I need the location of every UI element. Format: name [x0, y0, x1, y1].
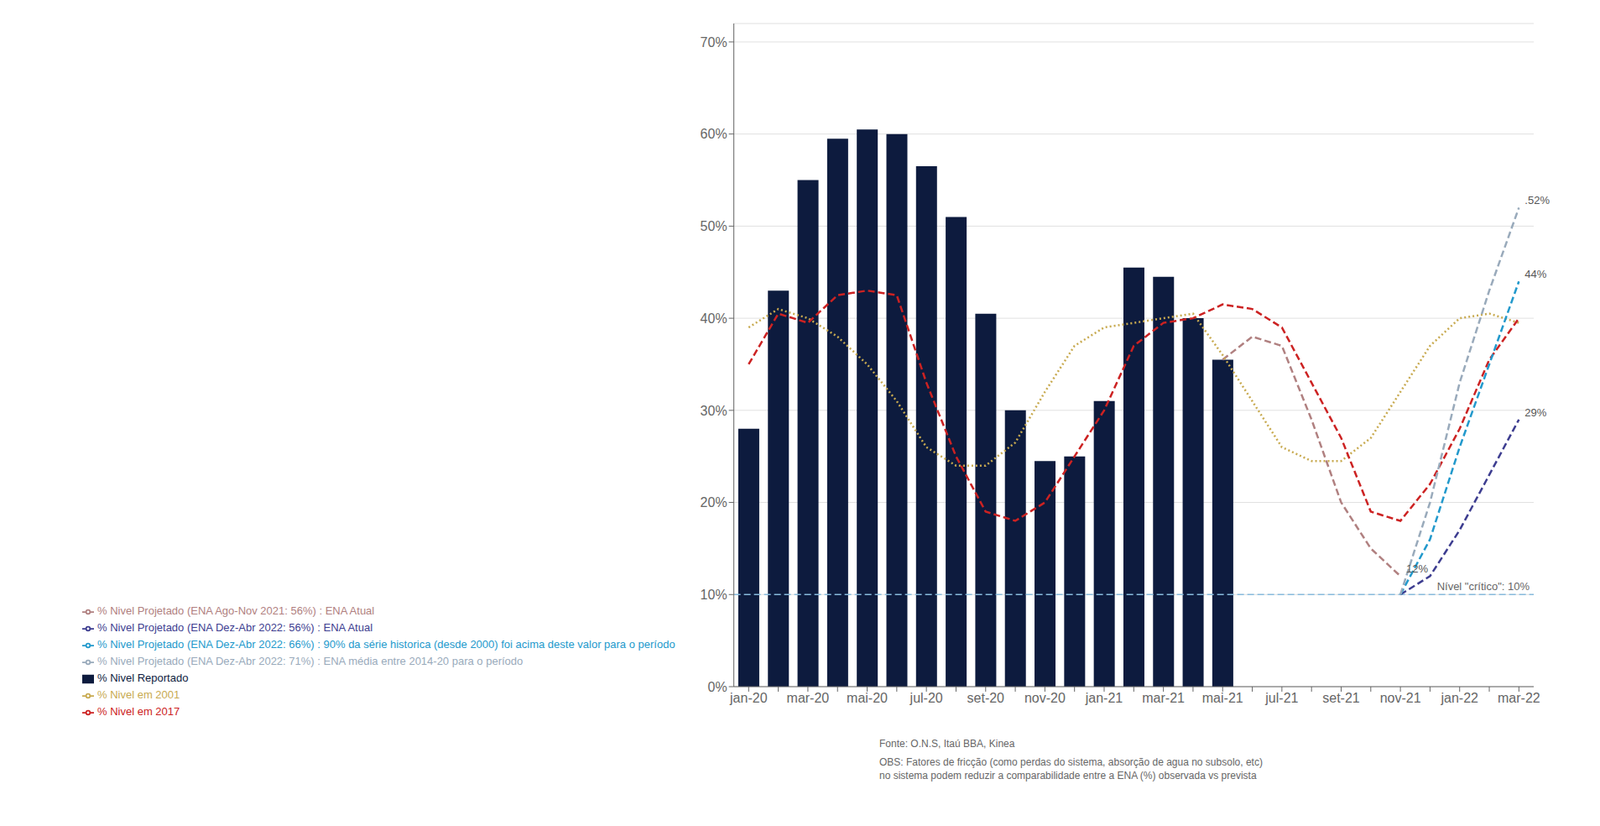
svg-text:jan-22: jan-22 — [1439, 690, 1479, 705]
svg-text:set-21: set-21 — [1322, 690, 1361, 705]
html-text:OBS: Fatores de fricção (como: OBS: Fatores de fricção (como perdas do … — [879, 755, 1263, 782]
html-text:% Nivel Reportado: % Nivel Reportado — [97, 671, 189, 684]
svg-text:29%: 29% — [1524, 406, 1547, 419]
html-text:% Nivel Projetado (ENA Ago-Nov: % Nivel Projetado (ENA Ago-Nov 2021: 56%… — [97, 604, 375, 617]
svg-text:30%: 30% — [700, 403, 728, 418]
svg-text:mai-20: mai-20 — [846, 690, 888, 705]
svg-text:mar-21: mar-21 — [1141, 690, 1185, 705]
svg-text:0%: 0% — [708, 679, 728, 694]
html-text:% Nivel Projetado (ENA Dez-Abr: % Nivel Projetado (ENA Dez-Abr 2022: 66%… — [97, 637, 676, 651]
svg-text:jan-21: jan-21 — [1084, 690, 1124, 705]
svg-text:jul-20: jul-20 — [909, 690, 944, 705]
svg-text:44%: 44% — [1524, 267, 1547, 281]
svg-text:60%: 60% — [700, 126, 728, 141]
svg-text:Nível "crítico": 10%: Nível "crítico": 10% — [1437, 579, 1531, 593]
svg-text:jul-21: jul-21 — [1264, 690, 1298, 705]
svg-text:50%: 50% — [700, 218, 728, 234]
svg-text:mar-22: mar-22 — [1497, 690, 1541, 705]
svg-text:mai-21: mai-21 — [1202, 690, 1244, 705]
svg-text:nov-21: nov-21 — [1380, 690, 1422, 705]
svg-text:.52%: .52% — [1524, 193, 1550, 207]
svg-text:10%: 10% — [700, 587, 728, 602]
svg-text:40%: 40% — [700, 311, 728, 326]
html-text:% Nivel em 2001: % Nivel em 2001 — [97, 687, 180, 701]
html-text:% Nivel em 2017: % Nivel em 2017 — [97, 704, 180, 718]
svg-text:set-20: set-20 — [967, 690, 1006, 705]
svg-text:70%: 70% — [700, 35, 728, 50]
html-text:Fonte: O.N.S, Itaú BBA, Kinea: Fonte: O.N.S, Itaú BBA, Kinea — [879, 737, 1015, 750]
svg-text:mar-20: mar-20 — [786, 690, 830, 705]
html-text:% Nivel Projetado (ENA Dez-Abr: % Nivel Projetado (ENA Dez-Abr 2022: 56%… — [97, 620, 373, 634]
svg-text:20%: 20% — [700, 495, 728, 510]
svg-text:12%: 12% — [1406, 562, 1429, 575]
html-text:% Nivel Projetado (ENA Dez-Abr: % Nivel Projetado (ENA Dez-Abr 2022: 71%… — [97, 654, 523, 668]
svg-text:jan-20: jan-20 — [729, 690, 768, 705]
svg-text:nov-20: nov-20 — [1024, 690, 1066, 705]
